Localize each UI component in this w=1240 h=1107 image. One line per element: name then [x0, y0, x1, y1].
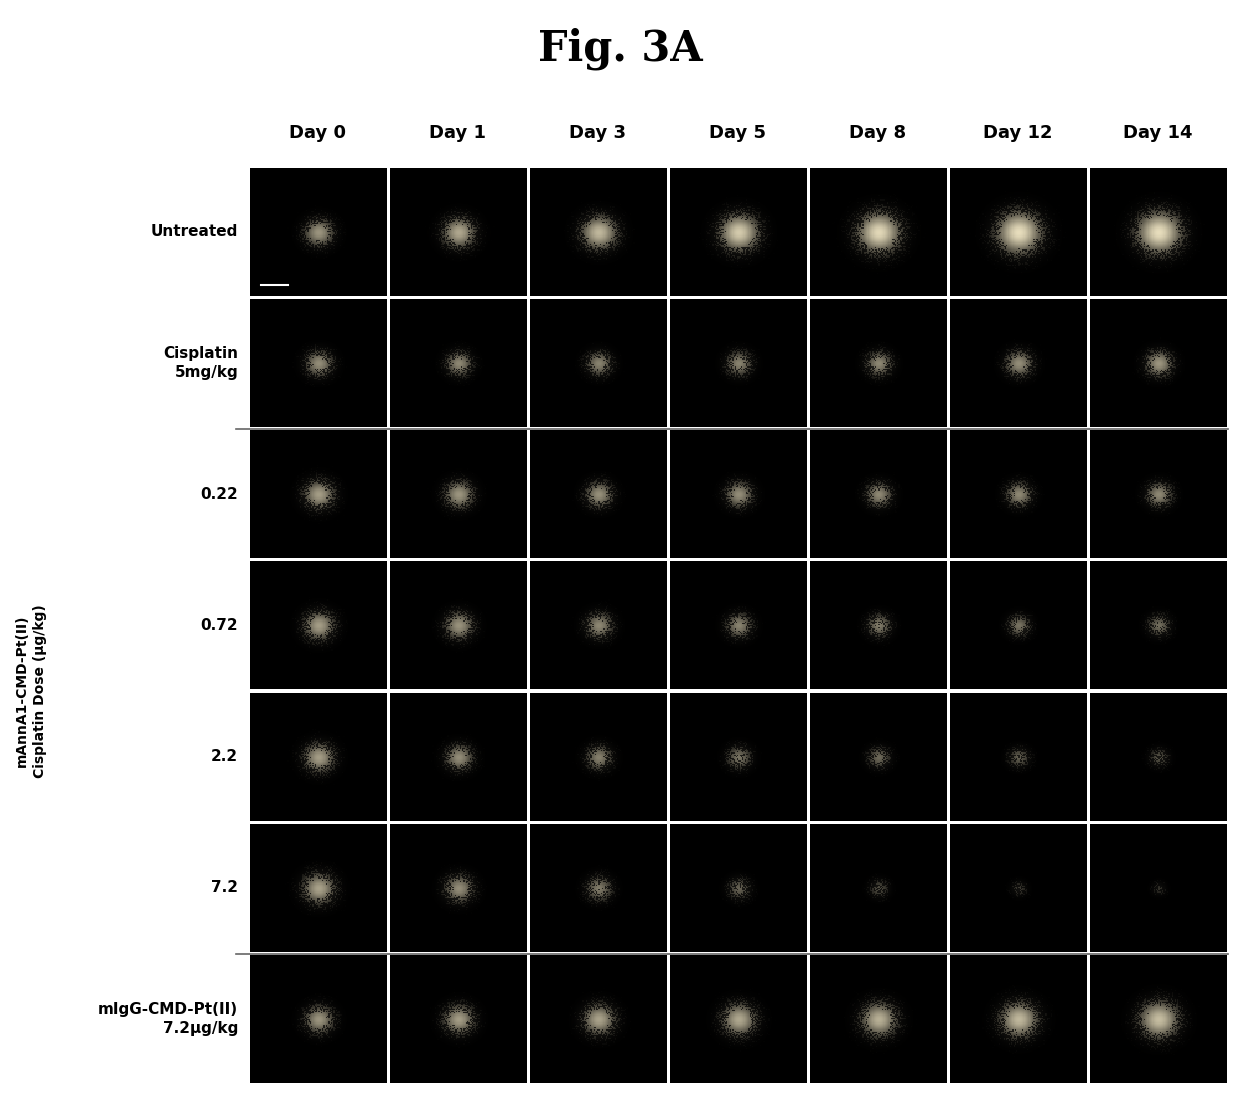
Text: 7.2: 7.2 — [211, 880, 238, 896]
Text: mAnnA1-CMD-Pt(II)
Cisplatin Dose (μg/kg): mAnnA1-CMD-Pt(II) Cisplatin Dose (μg/kg) — [15, 604, 47, 778]
Text: Untreated: Untreated — [151, 225, 238, 239]
Text: mIgG-CMD-Pt(II)
7.2μg/kg: mIgG-CMD-Pt(II) 7.2μg/kg — [98, 1003, 238, 1036]
Text: 0.72: 0.72 — [201, 618, 238, 633]
Text: Day 1: Day 1 — [429, 124, 486, 142]
Text: Day 12: Day 12 — [983, 124, 1053, 142]
Text: Day 3: Day 3 — [569, 124, 626, 142]
Text: Day 5: Day 5 — [709, 124, 766, 142]
Text: 0.22: 0.22 — [201, 487, 238, 501]
Text: Fig. 3A: Fig. 3A — [538, 28, 702, 70]
Text: Day 0: Day 0 — [289, 124, 346, 142]
Text: Day 14: Day 14 — [1123, 124, 1193, 142]
Text: 2.2: 2.2 — [211, 749, 238, 764]
Text: Cisplatin
5mg/kg: Cisplatin 5mg/kg — [164, 346, 238, 380]
Text: Day 8: Day 8 — [849, 124, 906, 142]
